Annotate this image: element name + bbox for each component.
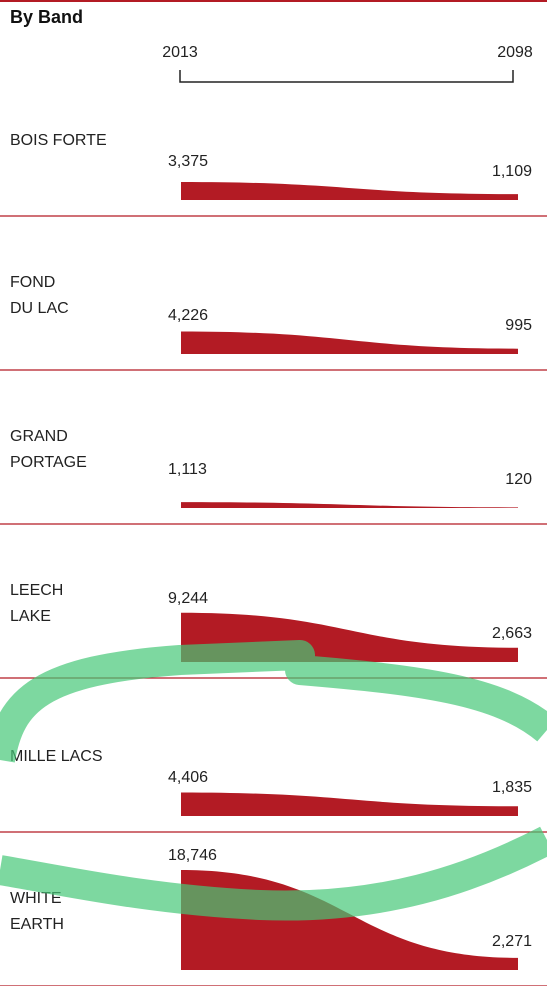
start-label: 4,406 <box>168 769 208 786</box>
band-name: LAKE <box>10 608 51 625</box>
band-name: BOIS FORTE <box>10 132 107 149</box>
end-label: 1,835 <box>492 779 532 796</box>
page: By Band 2013 2098 BOIS FORTE 3,375 1,109 FO… <box>0 0 547 986</box>
band-name: GRAND <box>10 428 68 445</box>
end-label: 2,271 <box>492 933 532 950</box>
band-name: DU LAC <box>10 300 69 317</box>
start-label: 3,375 <box>168 153 208 170</box>
band-name: EARTH <box>10 916 64 933</box>
section-title: By Band <box>10 7 83 27</box>
start-year: 2013 <box>162 44 198 61</box>
area <box>181 182 518 200</box>
start-label: 4,226 <box>168 307 208 324</box>
area <box>181 502 518 508</box>
start-label: 9,244 <box>168 590 208 607</box>
band-name: PORTAGE <box>10 454 87 471</box>
end-year: 2098 <box>497 44 533 61</box>
band-name: MILLE LACS <box>10 748 102 765</box>
area <box>181 331 518 354</box>
end-label: 120 <box>505 471 532 488</box>
stroke <box>0 655 547 760</box>
start-label: 18,746 <box>168 847 217 864</box>
end-label: 2,663 <box>492 625 532 642</box>
band-name: LEECH <box>10 582 63 599</box>
annotation-strokes <box>0 655 547 906</box>
end-label: 995 <box>505 317 532 334</box>
time-bracket <box>180 70 513 82</box>
end-label: 1,109 <box>492 163 532 180</box>
start-label: 1,113 <box>168 461 207 478</box>
band-name: FOND <box>10 274 55 291</box>
area <box>181 792 518 816</box>
stroke <box>0 840 547 906</box>
